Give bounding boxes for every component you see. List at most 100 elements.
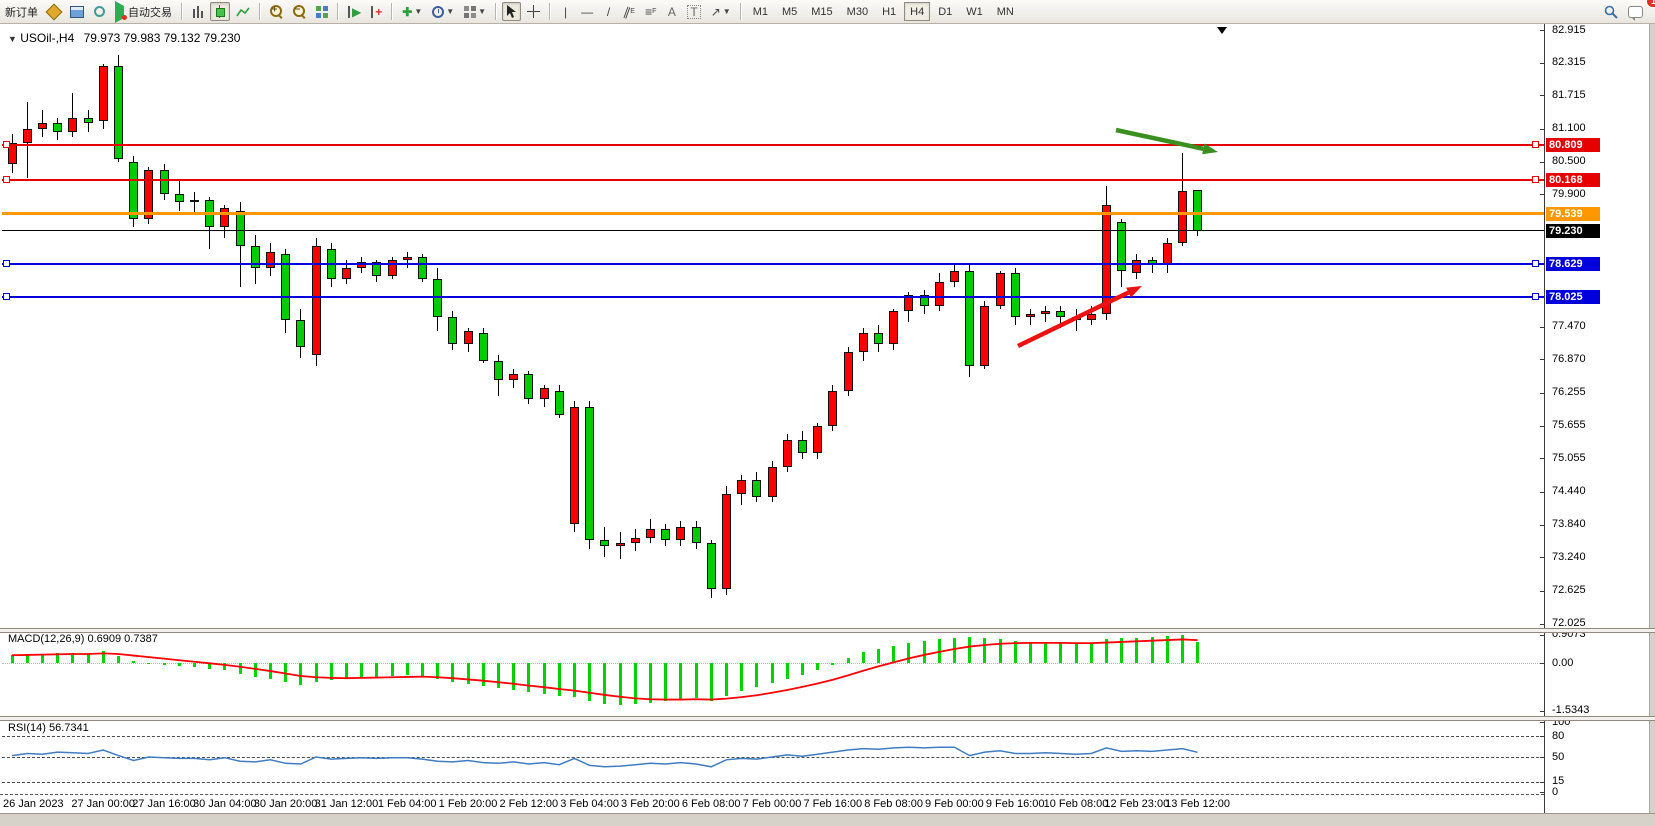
timeframe-w1-button[interactable]: W1 [966, 5, 983, 18]
macd-panel-splitter[interactable] [0, 628, 1655, 633]
market-watch-button[interactable] [44, 2, 64, 21]
text-button[interactable]: A [662, 2, 681, 21]
line-anchor[interactable] [3, 293, 10, 300]
toolbar-separator [391, 3, 394, 20]
cursor-button[interactable] [502, 2, 522, 21]
price-axis-tick [1540, 62, 1544, 64]
price-axis-tick [1540, 30, 1544, 31]
bid-price-line[interactable] [2, 230, 1544, 232]
trend-line-button[interactable]: / [599, 2, 618, 21]
price-axis-label: 76.255 [1552, 386, 1586, 399]
add-indicator-button[interactable]: ✚ ▼ [402, 4, 423, 19]
macd-histogram-bar [998, 638, 1002, 663]
line-anchor[interactable] [1532, 141, 1539, 149]
macd-axis-label: 0.00 [1552, 656, 1574, 669]
auto-scroll-button[interactable]: ▶ [344, 2, 365, 21]
tile-windows-button[interactable] [312, 2, 332, 21]
navigator-button[interactable] [66, 2, 88, 21]
timeframe-group: M1 M5 M15 M30 H1 H4 D1 W1 MN [746, 2, 1021, 21]
autotrading-button[interactable]: 自动交易 [111, 0, 176, 23]
vertical-line-button[interactable]: | [556, 2, 575, 21]
new-order-button[interactable]: 新订单 [1, 2, 42, 21]
candle [296, 319, 306, 347]
line-anchor[interactable] [3, 176, 10, 184]
candle [478, 333, 488, 361]
window-right-edge [1649, 24, 1655, 813]
search-button[interactable] [1600, 2, 1622, 21]
macd-histogram-bar [1120, 638, 1124, 663]
candle [311, 246, 321, 356]
chart-shift-button[interactable]: + [367, 2, 386, 21]
rsi-panel-splitter[interactable] [0, 716, 1655, 721]
macd-histogram-bar [542, 663, 546, 694]
macd-histogram-bar [876, 648, 880, 663]
horizontal-line-button[interactable]: — [577, 2, 597, 21]
one-click-collapse-icon[interactable]: ▼ [8, 34, 17, 44]
candle-wick [1060, 306, 1062, 328]
candle [661, 529, 671, 541]
candle [995, 273, 1005, 307]
data-window-button[interactable] [90, 2, 109, 21]
macd-histogram-bar [466, 663, 470, 685]
time-axis-label: 9 Feb 16:00 [985, 798, 1045, 810]
macd-histogram-bar [892, 645, 896, 663]
horizontal-line-object[interactable] [2, 262, 1544, 265]
fibonacci-button[interactable]: ≡ F [645, 4, 657, 19]
horizontal-line-object[interactable] [2, 178, 1544, 181]
templates-button[interactable]: ▼ [460, 2, 490, 21]
arrow-objects-button[interactable]: ↗ ▼ [710, 4, 731, 19]
candlestick-chart-button[interactable] [210, 2, 230, 21]
candle [174, 194, 184, 203]
zoom-in-button[interactable]: + [266, 2, 287, 21]
macd-histogram-bar [633, 663, 637, 704]
timeframe-mn-button[interactable]: MN [996, 5, 1014, 18]
candle [1162, 243, 1172, 266]
macd-histogram-bar [375, 663, 379, 677]
periods-button[interactable]: ▼ [428, 2, 458, 21]
horizontal-line-icon: — [581, 4, 594, 19]
toolbar-separator [259, 3, 261, 20]
line-anchor[interactable] [1532, 260, 1539, 268]
line-anchor[interactable] [1532, 293, 1539, 300]
horizontal-line-object[interactable] [2, 212, 1544, 216]
timeframe-m15-button[interactable]: M15 [811, 5, 833, 18]
bar-chart-button[interactable] [188, 2, 208, 21]
time-axis-label: 10 Feb 08:00 [1043, 798, 1109, 810]
macd-histogram-bar [223, 663, 227, 671]
notifications-button[interactable]: 1 [1624, 0, 1655, 21]
line-anchor[interactable] [3, 141, 10, 149]
auto-scroll-icon: ▶ [348, 5, 361, 18]
crosshair-button[interactable] [523, 2, 544, 21]
window-bottom-strip [0, 813, 1655, 826]
macd-histogram-bar [694, 663, 698, 699]
line-anchor[interactable] [3, 260, 10, 268]
timeframe-m30-button[interactable]: M30 [846, 5, 869, 18]
timeframe-h1-button[interactable]: H1 [882, 5, 897, 18]
price-axis-label: 75.655 [1552, 419, 1586, 432]
macd-histogram-bar [512, 663, 516, 691]
candle [281, 254, 291, 320]
horizontal-line-object[interactable] [2, 143, 1544, 146]
candle [1041, 311, 1051, 315]
timeframe-m1-button[interactable]: M1 [752, 5, 768, 18]
candle-wick [406, 251, 408, 268]
rsi-level-line [2, 736, 1544, 737]
horizontal-line-object[interactable] [2, 295, 1544, 298]
line-chart-button[interactable] [232, 2, 254, 21]
text-label-button[interactable]: T [683, 2, 704, 21]
line-anchor[interactable] [1532, 176, 1539, 184]
zoom-out-button[interactable]: − [289, 2, 310, 21]
equidistant-channel-button[interactable]: ∥ E [622, 3, 635, 20]
rsi-axis-label: 0 [1552, 785, 1559, 798]
price-axis-tick [1540, 392, 1544, 394]
timeframe-m5-button[interactable]: M5 [781, 5, 798, 18]
timeframe-d1-button[interactable]: D1 [938, 5, 953, 18]
time-axis-label: 3 Feb 20:00 [621, 798, 680, 810]
chart-shift-marker[interactable] [1217, 27, 1227, 34]
chart-symbol-period: USOil-,H4 [20, 31, 75, 45]
timeframe-h4-button[interactable]: H4 [904, 2, 931, 21]
toolbar-separator [739, 3, 742, 20]
price-axis-label: 72.625 [1552, 584, 1586, 597]
candle [524, 374, 534, 399]
